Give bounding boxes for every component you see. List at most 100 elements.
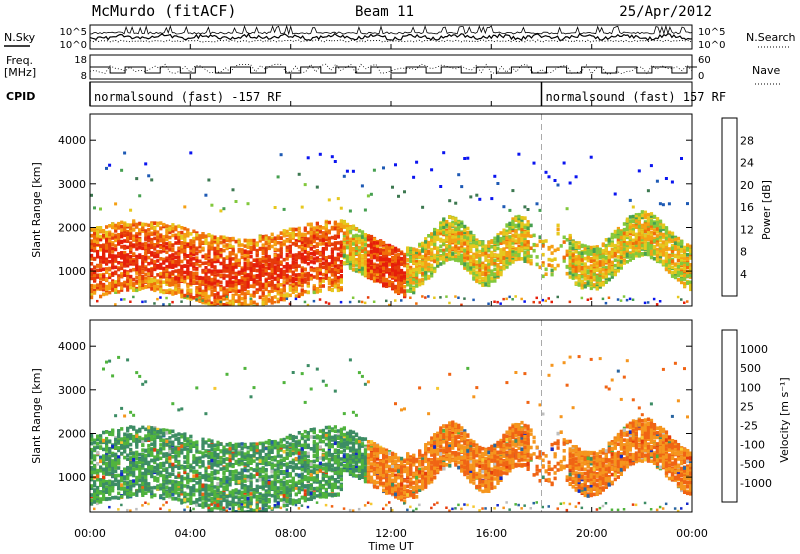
- power-cell: [147, 247, 151, 251]
- power-cell: [448, 244, 452, 249]
- power-cell: [261, 283, 265, 288]
- power-cell: [177, 258, 181, 262]
- power-cell: [363, 301, 367, 305]
- frequency-line: [90, 66, 697, 74]
- power-cell: [288, 293, 292, 298]
- power-cell: [493, 263, 497, 267]
- power-cell: [382, 266, 386, 271]
- power-cell: [351, 226, 356, 230]
- power-cell: [400, 275, 404, 280]
- power-cell: [189, 297, 193, 301]
- power-cell: [427, 267, 431, 272]
- power-cell: [321, 254, 325, 258]
- power-cell: [129, 232, 133, 236]
- power-cell: [165, 267, 169, 272]
- power-cell: [300, 237, 304, 242]
- power-cell: [117, 290, 121, 294]
- power-cell: [457, 296, 460, 299]
- power-cell: [174, 255, 178, 259]
- power-cell: [496, 246, 500, 251]
- power-cell: [589, 264, 593, 268]
- power-cell: [619, 246, 623, 250]
- power-cell: [514, 216, 518, 220]
- power-cell: [403, 278, 407, 282]
- power-cell: [270, 298, 274, 303]
- power-cell: [424, 257, 428, 262]
- power-cell: [282, 257, 286, 262]
- power-cell: [348, 237, 353, 242]
- power-cell: [583, 267, 587, 271]
- power-cell: [406, 276, 410, 280]
- power-cell: [144, 229, 148, 233]
- power-cell: [96, 240, 100, 245]
- power-cell: [388, 303, 391, 306]
- power-cell: [264, 254, 268, 258]
- power-cell: [195, 259, 199, 263]
- power-cell: [475, 276, 479, 281]
- power-cell: [267, 246, 271, 250]
- power-cell: [469, 234, 473, 239]
- nave-label: Nave: [752, 64, 780, 77]
- power-cell: [406, 289, 410, 293]
- power-cell: [535, 202, 539, 206]
- power-cell: [424, 243, 428, 248]
- power-cell: [288, 254, 292, 258]
- power-cell: [99, 281, 103, 285]
- power-cell: [123, 239, 127, 243]
- power-cell: [511, 250, 515, 255]
- power-cell: [363, 251, 368, 255]
- power-cell: [276, 283, 280, 287]
- power-cell: [418, 282, 422, 287]
- power-cell: [595, 247, 599, 251]
- power-cell: [460, 185, 464, 189]
- power-cell: [147, 228, 151, 232]
- power-cell: [300, 271, 304, 275]
- power-cell: [306, 272, 310, 276]
- power-cell: [457, 257, 461, 261]
- power-cell: [472, 298, 475, 302]
- power-cell: [315, 229, 319, 234]
- power-cell: [339, 269, 343, 273]
- power-cell: [372, 168, 376, 172]
- power-cell: [249, 238, 253, 243]
- power-cell: [469, 255, 473, 260]
- power-cell: [120, 239, 124, 244]
- power-cell: [412, 250, 416, 255]
- power-cell: [237, 281, 241, 286]
- power-cell: [147, 255, 151, 260]
- power-cell: [366, 252, 371, 257]
- power-cell: [589, 155, 593, 159]
- power-cell: [120, 220, 124, 225]
- power-cell: [168, 303, 171, 306]
- power-cell: [577, 245, 581, 249]
- power-cell: [397, 286, 401, 291]
- power-cell: [195, 251, 199, 255]
- power-cell: [418, 278, 422, 283]
- power-cell: [357, 253, 362, 258]
- power-cell: [264, 236, 268, 240]
- power-cell: [165, 264, 169, 269]
- power-cell: [493, 267, 497, 272]
- power-cell: [339, 280, 343, 284]
- power-cell: [252, 238, 256, 243]
- power-cell: [544, 299, 547, 303]
- power-cell: [336, 235, 340, 239]
- power-cell: [189, 232, 193, 236]
- power-cell: [454, 230, 458, 234]
- power-cell: [439, 237, 443, 242]
- power-cell: [324, 273, 328, 277]
- power-cell: [243, 299, 247, 304]
- power-cell: [276, 248, 280, 252]
- power-cell: [189, 294, 193, 299]
- power-cell: [231, 245, 235, 249]
- power-cell: [601, 249, 605, 253]
- power-cell: [529, 258, 533, 263]
- power-cell: [388, 271, 392, 276]
- power-cell: [273, 242, 277, 246]
- power-cell: [505, 265, 509, 269]
- power-cell: [201, 299, 204, 302]
- power-cell: [96, 226, 100, 230]
- power-cell: [318, 289, 322, 293]
- power-cell: [382, 262, 386, 267]
- power-cell: [177, 246, 181, 251]
